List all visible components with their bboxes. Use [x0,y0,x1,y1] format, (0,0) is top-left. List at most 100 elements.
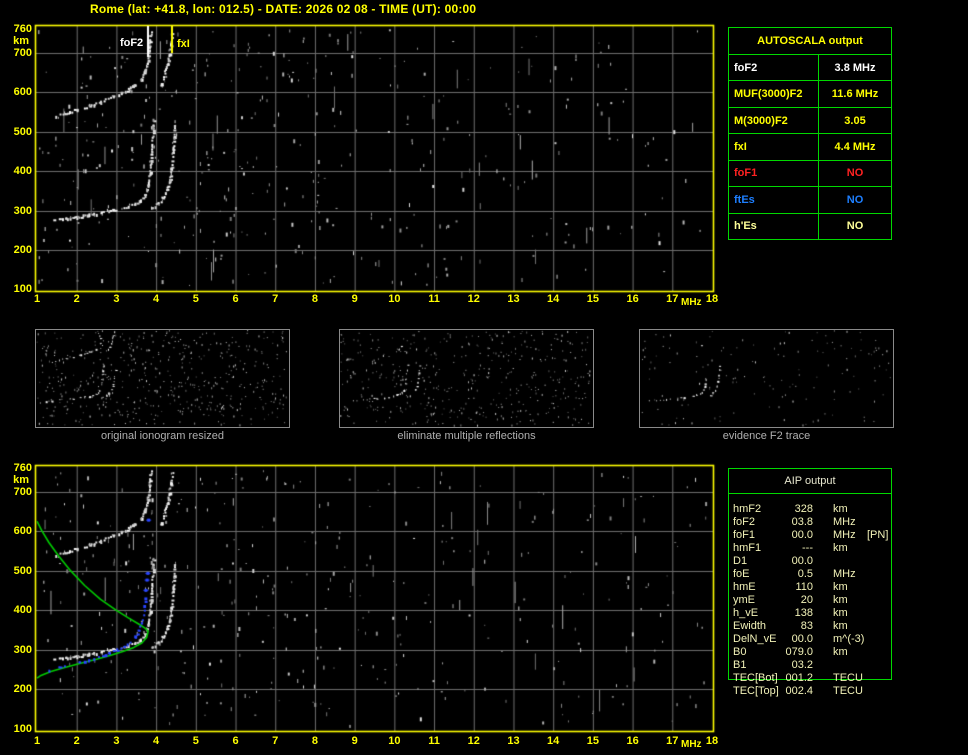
thumbnail-caption-original: original ionogram resized [101,430,224,442]
aip-table-header: AIP output [729,469,891,494]
autoscala-row-value: 4.4 MHz [834,140,876,153]
autoscala-row-value: NO [846,167,864,180]
aip-value: 328 [794,503,813,515]
autoscala-row-value: 3.05 [844,114,866,127]
aip-unit: m^(-3) [833,633,865,645]
x-tick: 3 [113,735,120,747]
aip-row-b1: B1 03.2 [733,659,908,672]
x-tick: 9 [351,735,358,747]
autoscala-row-label: MUF(3000)F2 [729,81,819,107]
aip-value: 138 [794,607,813,619]
aip-label: foE [733,568,750,580]
aip-label: hmE [733,581,756,593]
aip-note: [PN] [867,529,889,541]
aip-unit: MHz [833,516,856,528]
autoscala-row-fof1: foF1 NO [729,160,891,188]
x-tick: 17 [666,735,679,747]
aip-value: 20 [800,594,813,606]
x-axis-unit: MHz [681,739,702,750]
y-tick: 100 [13,722,32,735]
aip-value: 002.4 [785,685,813,697]
aip-row-fof1: foF1 00.0 MHz [PN] [733,529,908,542]
aip-value: 079.0 [785,646,813,658]
thumbnail-caption-evidence: evidence F2 trace [722,430,811,442]
aip-label: TEC[Bot] [733,672,778,684]
aip-label: Ewidth [733,620,767,632]
autoscala-row-label: ftEs [729,187,819,213]
aip-unit: km [833,542,848,554]
aip-value: 03.2 [791,659,813,671]
thumbnail-eliminate-reflections [339,329,594,428]
x-tick: 5 [192,293,199,305]
aip-row-foe: foE 0.5 MHz [733,568,908,581]
x-tick: 7 [272,735,279,747]
aip-label: h_vE [733,607,759,619]
aip-value: 0.5 [797,568,813,580]
autoscala-row-value: NO [846,220,864,233]
aip-row-delnve: DelN_vE 00.0 m^(-3) [733,633,908,646]
thumbnail-evidence-f2-trace [639,329,894,428]
x-tick: 9 [351,293,358,305]
y-tick: 400 [13,604,32,617]
aip-row-fof2: foF2 03.8 MHz [733,516,908,529]
x-tick: 4 [153,293,160,305]
autoscala-row-label: M(3000)F2 [729,107,819,134]
aip-value: 00.0 [791,529,813,541]
x-tick: 2 [73,293,80,305]
aip-unit: km [833,503,848,515]
autoscala-row-label: foF1 [729,160,819,187]
top-ionogram-plot [0,0,724,320]
x-tick: 17 [666,293,679,305]
station-title: Rome (lat: +41.8, lon: 012.5) - DATE: 20… [90,2,477,16]
autoscala-row-label: fxI [729,134,819,160]
aip-unit: TECU [833,672,863,684]
aip-row-yme: ymE 20 km [733,594,908,607]
y-tick: 700 [13,47,32,60]
autoscala-row-fxi: fxI 4.4 MHz [729,134,891,161]
y-tick: 200 [13,243,32,256]
aip-label: foF2 [733,516,756,528]
aip-row-tecbot: TEC[Bot] 001.2 TECU [733,672,908,685]
y-tick: 600 [13,525,32,538]
x-tick: 1 [33,293,41,305]
x-tick: 6 [232,735,239,747]
aip-value: 83 [800,620,813,632]
y-axis-unit: km [13,474,29,487]
x-tick: 16 [626,735,639,747]
x-tick: 5 [192,735,199,747]
y-tick: 200 [13,683,32,696]
aip-row-tectop: TEC[Top] 002.4 TECU [733,685,908,698]
x-tick: 18 [705,293,719,305]
aip-row-d1: D1 00.0 [733,555,908,568]
aip-row-hme: hmE 110 km [733,581,908,594]
x-tick: 13 [507,735,520,747]
x-tick: 18 [705,735,719,747]
x-tick: 7 [272,293,279,305]
x-tick: 15 [586,735,599,747]
autoscala-row-value: 3.8 MHz [834,61,876,74]
marker-label-fxi: fxI [177,38,190,50]
autoscala-row-muf3000f2: MUF(3000)F2 11.6 MHz [729,81,891,108]
y-tick: 600 [13,86,32,99]
marker-label-fof2: foF2 [119,37,144,49]
y-tick: 400 [13,165,32,178]
x-tick: 15 [586,293,599,305]
aip-label: B1 [733,659,747,671]
autoscala-row-ftes: ftEs NO [729,187,891,214]
x-tick: 2 [73,735,80,747]
autoscala-row-fof2: foF2 3.8 MHz [729,55,891,82]
y-tick: 500 [13,564,32,577]
x-axis-unit: MHz [681,297,702,308]
aip-label: hmF1 [733,542,762,554]
autoscala-row-m3000f2: M(3000)F2 3.05 [729,107,891,135]
aip-value: 00.0 [791,555,813,567]
autoscala-table-header: AUTOSCALA output [729,28,891,55]
x-tick: 3 [113,293,120,305]
aip-label: B0 [733,646,747,658]
aip-unit: km [833,607,848,619]
aip-output-box: AIP output [728,468,892,680]
aip-label: DelN_vE [733,633,777,645]
x-tick: 16 [626,293,639,305]
x-tick: 11 [428,735,440,747]
y-tick: 760 [13,23,32,36]
